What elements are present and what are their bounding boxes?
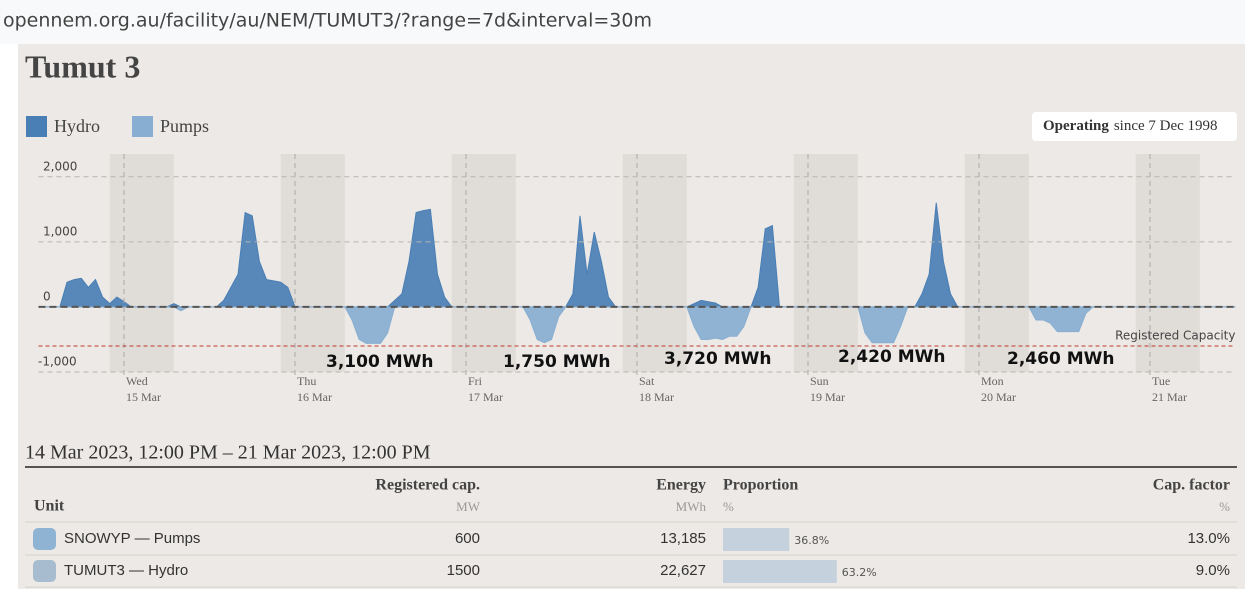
column-header: Cap. factor — [1153, 477, 1230, 494]
proportion-label: 63.2% — [842, 566, 877, 579]
night-band — [1135, 154, 1200, 372]
annotation: 1,750 MWh — [503, 352, 610, 372]
address-bar[interactable] — [0, 0, 1245, 44]
column-header: Energy — [656, 477, 706, 494]
night-band — [280, 154, 345, 372]
y-tick-label: 2,000 — [43, 159, 77, 173]
range-heading: 14 Mar 2023, 12:00 PM – 21 Mar 2023, 12:… — [25, 442, 431, 464]
annotation: 2,420 MWh — [838, 347, 945, 367]
column-unit: MWh — [676, 499, 707, 514]
x-tick-sublabel: 17 Mar — [468, 390, 503, 404]
x-tick-sublabel: 18 Mar — [639, 390, 674, 404]
cell-energy: 22,627 — [660, 562, 706, 579]
column-header: Proportion — [723, 477, 798, 494]
x-tick-sublabel: 15 Mar — [126, 390, 161, 404]
facility-title: Tumut 3 — [25, 48, 140, 84]
proportion-bar — [723, 528, 790, 551]
x-tick-label: Thu — [297, 374, 316, 388]
since: since 7 Dec 1998 — [1114, 118, 1218, 134]
x-tick-sublabel: 21 Mar — [1152, 390, 1187, 404]
legend-label: Hydro — [54, 116, 100, 136]
url[interactable]: opennem.org.au/facility/au/NEM/TUMUT3/?r… — [3, 10, 652, 32]
annotation: 3,100 MWh — [326, 352, 433, 372]
reference-label: Registered Capacity — [1115, 328, 1235, 342]
x-tick-sublabel: 19 Mar — [810, 390, 845, 404]
night-band — [793, 154, 858, 372]
status-text: Operating since 7 Dec 1998 — [1043, 118, 1218, 134]
x-tick-sublabel: 16 Mar — [297, 390, 332, 404]
night-band — [451, 154, 516, 372]
y-tick-label: 1,000 — [43, 224, 77, 238]
cell-unit: SNOWYP — Pumps — [64, 530, 200, 547]
legend-swatch — [26, 116, 47, 137]
x-tick-sublabel: 20 Mar — [981, 390, 1016, 404]
annotation: 2,460 MWh — [1007, 349, 1114, 369]
x-tick-label: Wed — [126, 374, 148, 388]
x-tick-label: Mon — [981, 374, 1004, 388]
x-tick-label: Sat — [639, 374, 655, 388]
column-header: Unit — [34, 498, 65, 515]
x-tick-label: Sun — [810, 374, 829, 388]
legend-label: Pumps — [160, 116, 209, 136]
cell-cap-factor: 13.0% — [1187, 530, 1230, 547]
x-tick-label: Tue — [1152, 374, 1170, 388]
night-band — [964, 154, 1029, 372]
column-unit: % — [1219, 499, 1230, 514]
y-tick-label: -1,000 — [38, 355, 77, 369]
unit-swatch — [33, 560, 56, 582]
x-tick-label: Fri — [468, 374, 483, 388]
cell-capacity: 1500 — [447, 562, 480, 579]
column-unit: % — [723, 499, 734, 514]
proportion-bar — [723, 560, 837, 583]
status-badge — [1032, 112, 1237, 141]
unit-swatch — [33, 528, 56, 550]
column-unit: MW — [456, 499, 481, 514]
cell-energy: 13,185 — [660, 530, 706, 547]
annotation: 3,720 MWh — [664, 349, 771, 369]
table-body: SNOWYP — Pumps 600 13,185 36.8% 13.0% TUMUT3 … — [25, 521, 1237, 588]
cell-capacity: 600 — [455, 530, 480, 547]
cell-cap-factor: 9.0% — [1196, 562, 1230, 579]
y-tick-label: 0 — [43, 289, 51, 303]
cell-unit: TUMUT3 — Hydro — [64, 562, 188, 579]
column-header: Registered cap. — [375, 477, 480, 494]
chart: Wed 15 Mar Thu 16 Mar Fri 17 Mar Sat 18 Mar Sun 1… — [38, 154, 1236, 404]
status: Operating — [1043, 118, 1109, 134]
legend-swatch — [132, 116, 153, 137]
night-band — [622, 154, 687, 372]
night-band — [109, 154, 174, 372]
proportion-label: 36.8% — [794, 534, 829, 547]
legend: Hydro Pumps — [26, 116, 209, 137]
